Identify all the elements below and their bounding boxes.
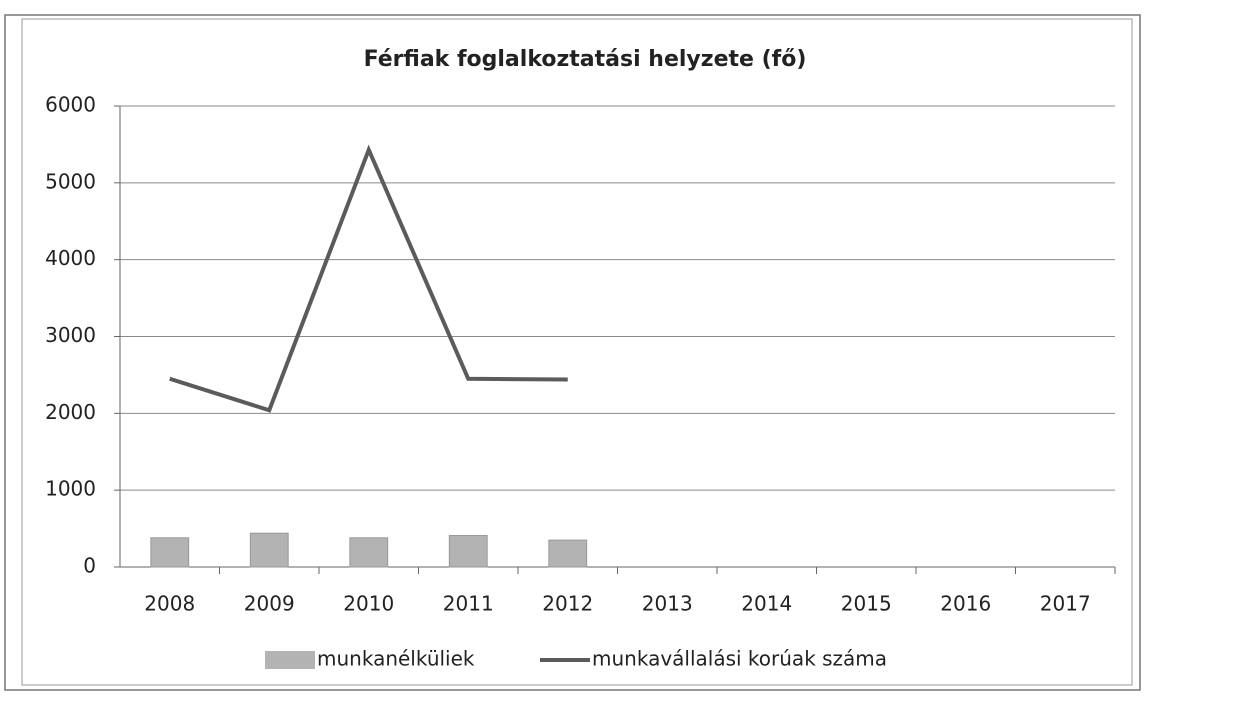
y-tick-label: 6000 — [45, 93, 96, 117]
y-tick-label: 3000 — [45, 323, 96, 347]
bar — [249, 532, 289, 568]
bar — [349, 537, 389, 568]
chart-title: Férfiak foglalkoztatási helyzete (fő) — [364, 47, 807, 72]
x-tick-label: 2012 — [542, 592, 593, 616]
outer-frame — [4, 14, 1141, 691]
x-tick-label: 2009 — [244, 592, 295, 616]
y-tick-label: 4000 — [45, 246, 96, 270]
x-tick-label: 2016 — [940, 592, 991, 616]
x-tick-label: 2013 — [642, 592, 693, 616]
y-tick-label: 5000 — [45, 169, 96, 193]
x-tick-label: 2011 — [443, 592, 494, 616]
legend-label: munkavállalási korúak száma — [592, 647, 887, 671]
x-tick-label: 2017 — [1040, 592, 1091, 616]
y-tick-label: 0 — [83, 554, 96, 578]
x-tick-label: 2014 — [741, 592, 792, 616]
bar — [150, 537, 190, 568]
legend-label: munkanélküliek — [317, 647, 475, 671]
x-tick-label: 2008 — [144, 592, 195, 616]
x-tick-label: 2015 — [841, 592, 892, 616]
bar — [548, 539, 588, 568]
y-tick-label: 1000 — [45, 477, 96, 501]
bar — [448, 534, 488, 568]
chart-frame — [21, 18, 1133, 686]
y-tick-label: 2000 — [45, 400, 96, 424]
x-tick-label: 2010 — [343, 592, 394, 616]
line — [169, 144, 568, 413]
legend-swatch — [265, 651, 315, 669]
